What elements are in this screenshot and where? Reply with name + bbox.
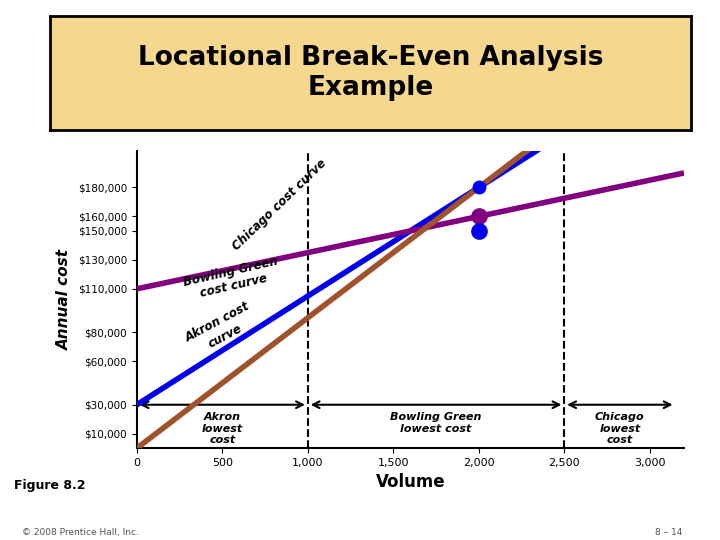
Text: Akron cost
curve: Akron cost curve (184, 300, 259, 359)
Y-axis label: Annual cost: Annual cost (58, 249, 72, 350)
Text: Locational Break-Even Analysis
Example: Locational Break-Even Analysis Example (138, 45, 603, 101)
Text: Chicago cost curve: Chicago cost curve (230, 157, 330, 253)
Text: 8 – 14: 8 – 14 (655, 528, 683, 537)
Text: Akron
lowest
cost: Akron lowest cost (202, 412, 243, 445)
Text: Bowling Green
lowest cost: Bowling Green lowest cost (390, 412, 482, 434)
Text: Figure 8.2: Figure 8.2 (14, 478, 86, 492)
Text: Chicago
lowest
cost: Chicago lowest cost (595, 412, 644, 445)
Text: Bowling Green
cost curve: Bowling Green cost curve (182, 254, 282, 303)
Text: © 2008 Prentice Hall, Inc.: © 2008 Prentice Hall, Inc. (22, 528, 138, 537)
X-axis label: Volume: Volume (376, 474, 445, 491)
